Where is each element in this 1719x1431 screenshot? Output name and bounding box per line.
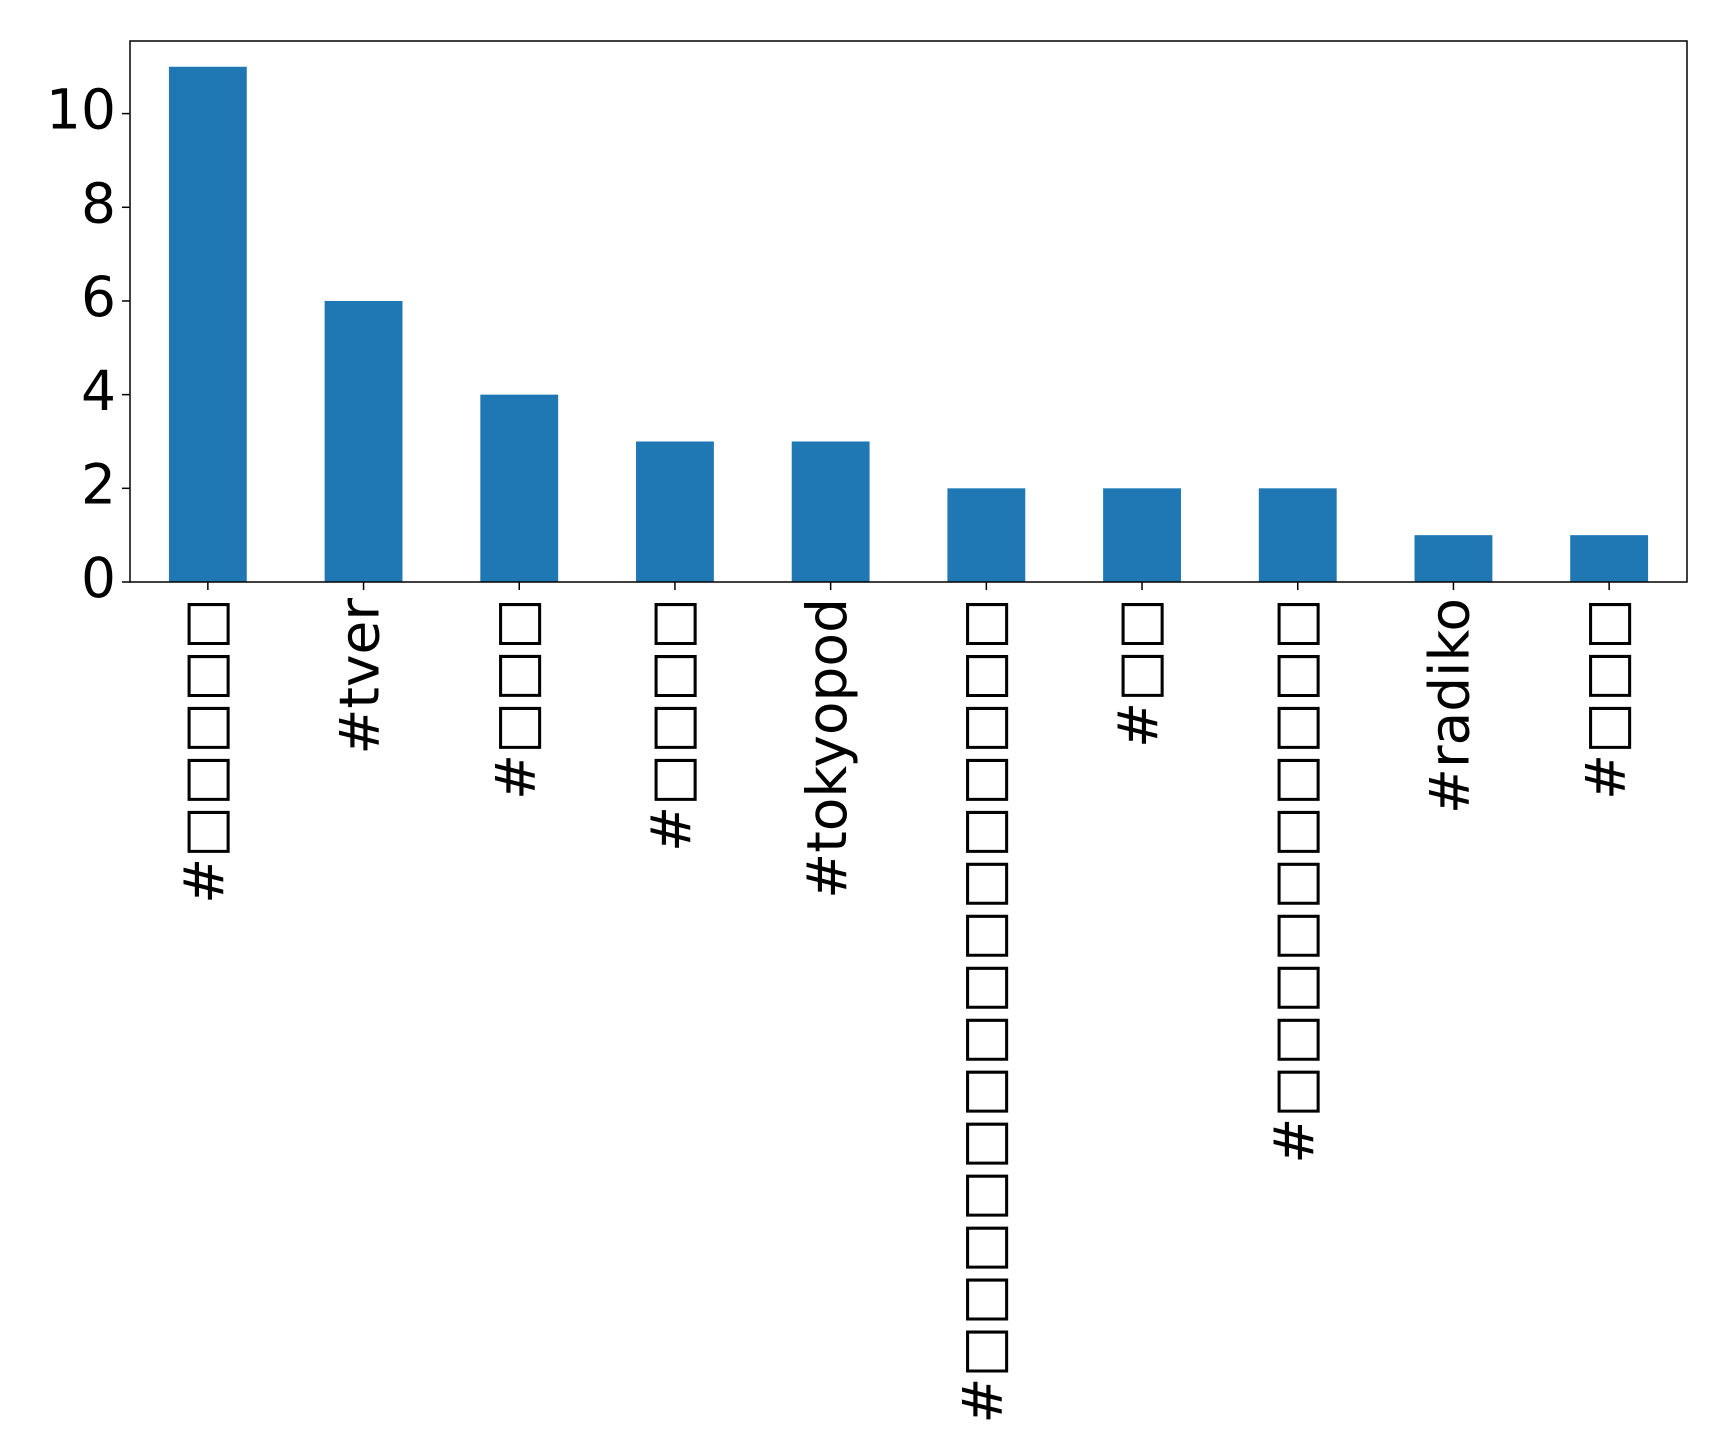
bar bbox=[947, 488, 1026, 582]
bar bbox=[168, 66, 247, 582]
x-tick-label: #□□□ bbox=[1573, 598, 1637, 800]
bar bbox=[1258, 488, 1337, 582]
x-tick-label: #□□□□□□□□□□□□□□□ bbox=[950, 598, 1014, 1424]
bar bbox=[791, 441, 870, 582]
x-tick-label: #□□□□□□□□□□ bbox=[1262, 598, 1326, 1164]
bar bbox=[324, 300, 403, 582]
bar bbox=[480, 394, 559, 582]
y-tick-label: 10 bbox=[46, 78, 116, 142]
bar bbox=[1570, 535, 1649, 582]
y-tick-label: 4 bbox=[81, 359, 116, 423]
bar bbox=[1103, 488, 1181, 582]
x-tick-label: #□□ bbox=[1106, 598, 1170, 748]
x-tick-label: #□□□ bbox=[483, 598, 547, 800]
plot-frame bbox=[129, 40, 1688, 583]
y-tick-label: 0 bbox=[81, 546, 116, 610]
bar bbox=[1414, 535, 1493, 582]
x-tick-label: #□□□□ bbox=[639, 598, 703, 852]
y-tick-label: 8 bbox=[81, 171, 116, 235]
x-tick-label: #tokyopod bbox=[795, 598, 859, 899]
bar bbox=[636, 441, 714, 582]
x-tick-label: #radiko bbox=[1418, 598, 1482, 814]
y-tick-label: 6 bbox=[81, 265, 116, 329]
x-tick-label: #□□□□□ bbox=[172, 598, 236, 904]
y-tick-label: 2 bbox=[81, 452, 116, 516]
x-tick-label: #tver bbox=[328, 598, 392, 755]
